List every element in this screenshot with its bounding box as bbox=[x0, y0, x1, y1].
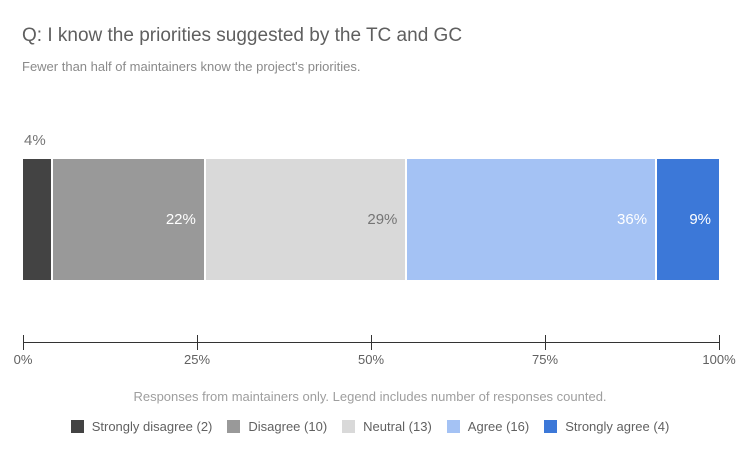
legend-item-label: Neutral (13) bbox=[363, 419, 432, 434]
x-axis-tick-label: 0% bbox=[13, 352, 33, 367]
stacked-bar: 4% 22% 29% 36% 9% bbox=[23, 132, 719, 280]
segment-value-label: 29% bbox=[367, 211, 398, 228]
x-axis-tick bbox=[370, 335, 372, 350]
x-axis-tick-label: 100% bbox=[702, 352, 736, 367]
legend-item-neutral[interactable]: Neutral (13) bbox=[342, 419, 432, 434]
chart-subtitle: Fewer than half of maintainers know the … bbox=[22, 59, 361, 74]
x-axis: 0% 25% 50% 75% 100% bbox=[14, 335, 736, 367]
legend-item-label: Strongly agree (4) bbox=[565, 419, 670, 434]
bar-segment-agree[interactable]: 36% bbox=[407, 159, 656, 280]
legend-item-agree[interactable]: Agree (16) bbox=[446, 419, 530, 434]
x-axis-tick bbox=[544, 335, 546, 350]
chart-note: Responses from maintainers only. Legend … bbox=[133, 389, 607, 404]
legend-swatch-icon bbox=[227, 420, 241, 433]
legend-item-disagree[interactable]: Disagree (10) bbox=[227, 419, 327, 434]
x-axis-tick-label: 25% bbox=[183, 352, 211, 367]
bar-segment-strongly-agree[interactable]: 9% bbox=[657, 159, 719, 280]
chart-title: Q: I know the priorities suggested by th… bbox=[22, 25, 463, 46]
legend: Strongly disagree (2) Disagree (10) Neutra… bbox=[0, 419, 740, 434]
legend-swatch-icon bbox=[446, 420, 460, 433]
bar-segment-strongly-disagree[interactable] bbox=[23, 159, 51, 280]
x-axis-tick bbox=[196, 335, 198, 350]
x-axis-tick-label: 75% bbox=[531, 352, 559, 367]
legend-item-label: Strongly disagree (2) bbox=[91, 419, 213, 434]
legend-swatch-icon bbox=[342, 420, 356, 433]
segment-value-label: 22% bbox=[165, 211, 196, 228]
x-axis-tick bbox=[22, 335, 24, 350]
legend-item-strongly-agree[interactable]: Strongly agree (4) bbox=[544, 419, 669, 434]
segment-value-label: 36% bbox=[617, 211, 648, 228]
bar-segment-neutral[interactable]: 29% bbox=[205, 159, 406, 280]
x-axis-tick-label: 50% bbox=[357, 352, 385, 367]
legend-item-label: Agree (16) bbox=[467, 419, 530, 434]
legend-swatch-icon bbox=[70, 420, 84, 433]
segment-value-label-above: 4% bbox=[24, 132, 46, 149]
segment-value-label: 9% bbox=[689, 211, 711, 228]
legend-item-label: Disagree (10) bbox=[248, 419, 328, 434]
x-axis-tick bbox=[718, 335, 720, 350]
plot-area: 4% 22% 29% 36% 9% bbox=[23, 132, 719, 280]
legend-swatch-icon bbox=[544, 420, 558, 433]
bar-segment-disagree[interactable]: 22% bbox=[52, 159, 204, 280]
legend-item-strongly-disagree[interactable]: Strongly disagree (2) bbox=[70, 419, 213, 434]
